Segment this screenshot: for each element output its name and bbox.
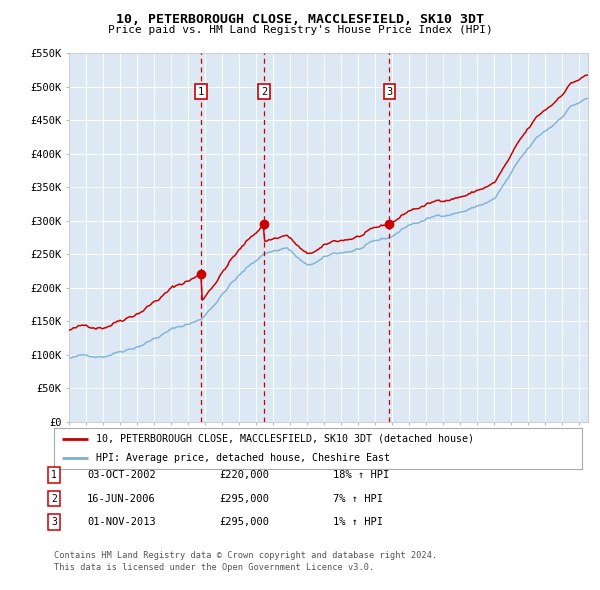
Text: 7% ↑ HPI: 7% ↑ HPI <box>333 494 383 503</box>
Text: £295,000: £295,000 <box>219 494 269 503</box>
Text: 03-OCT-2002: 03-OCT-2002 <box>87 470 156 480</box>
Text: 1: 1 <box>51 470 57 480</box>
Text: 1% ↑ HPI: 1% ↑ HPI <box>333 517 383 527</box>
Text: 10, PETERBOROUGH CLOSE, MACCLESFIELD, SK10 3DT: 10, PETERBOROUGH CLOSE, MACCLESFIELD, SK… <box>116 13 484 26</box>
Text: 1: 1 <box>198 87 204 97</box>
Text: £295,000: £295,000 <box>219 517 269 527</box>
Text: 16-JUN-2006: 16-JUN-2006 <box>87 494 156 503</box>
Text: Contains HM Land Registry data © Crown copyright and database right 2024.: Contains HM Land Registry data © Crown c… <box>54 551 437 560</box>
Text: 10, PETERBOROUGH CLOSE, MACCLESFIELD, SK10 3DT (detached house): 10, PETERBOROUGH CLOSE, MACCLESFIELD, SK… <box>96 434 474 444</box>
Text: 3: 3 <box>386 87 392 97</box>
Text: 2: 2 <box>51 494 57 503</box>
Text: Price paid vs. HM Land Registry's House Price Index (HPI): Price paid vs. HM Land Registry's House … <box>107 25 493 35</box>
Text: HPI: Average price, detached house, Cheshire East: HPI: Average price, detached house, Ches… <box>96 453 390 463</box>
Text: 3: 3 <box>51 517 57 527</box>
Text: 2: 2 <box>261 87 267 97</box>
Text: 18% ↑ HPI: 18% ↑ HPI <box>333 470 389 480</box>
Text: This data is licensed under the Open Government Licence v3.0.: This data is licensed under the Open Gov… <box>54 563 374 572</box>
Text: 01-NOV-2013: 01-NOV-2013 <box>87 517 156 527</box>
Text: £220,000: £220,000 <box>219 470 269 480</box>
